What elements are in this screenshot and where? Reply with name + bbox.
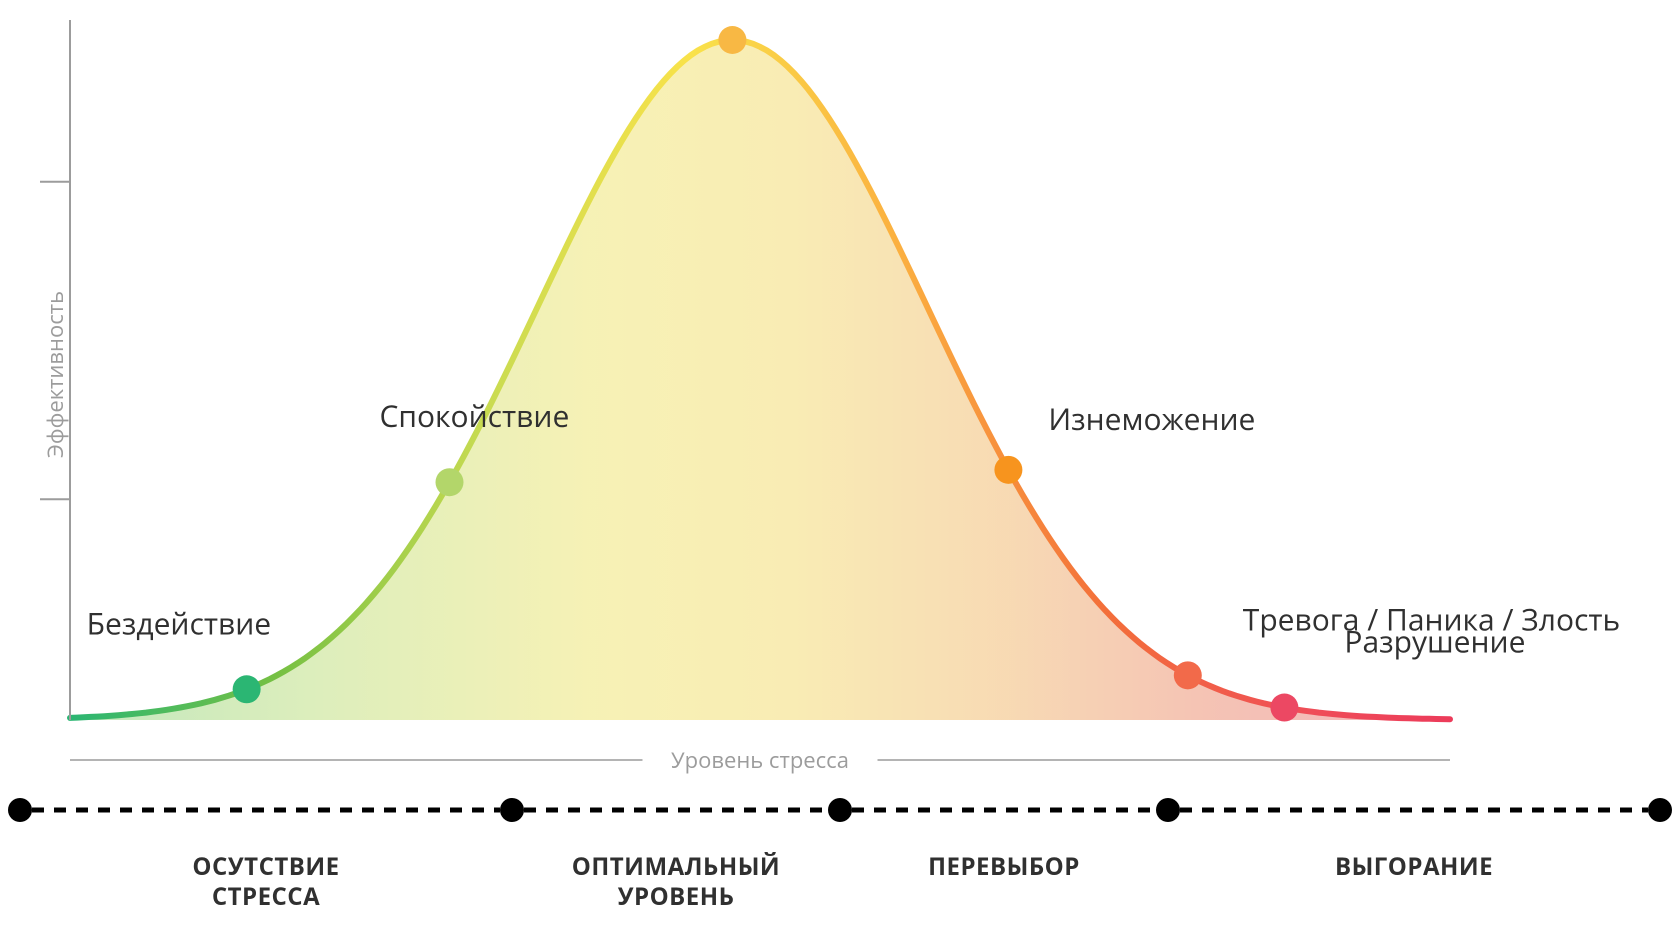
curve-point (1270, 694, 1298, 722)
chart-svg: Уровень стрессаБездействиеСпокойствиеУто… (0, 0, 1680, 938)
y-axis-label: Эффективность (40, 291, 70, 458)
timeline-dot (1156, 798, 1180, 822)
curve-point-label: Изнеможение (1048, 398, 1255, 439)
timeline-dot (8, 798, 32, 822)
curve-point (718, 26, 746, 54)
zone-label: ПЕРЕВЫБОР (928, 850, 1080, 883)
x-axis-label: Уровень стресса (671, 745, 849, 775)
stress-effectiveness-chart: Эффективность Уровень стресса Бездействие… (0, 0, 1680, 938)
zone-label: СТРЕССА (212, 880, 320, 913)
curve-point-label: Бездействие (87, 602, 272, 643)
curve-point (436, 468, 464, 496)
timeline-dot (500, 798, 524, 822)
zone-label: ОСУТСТВИЕ (192, 850, 339, 883)
curve-point-label: Разрушение (1344, 621, 1525, 662)
curve-point (233, 675, 261, 703)
zone-label: ВЫГОРАНИЕ (1335, 850, 1493, 883)
curve-point (1174, 661, 1202, 689)
timeline-dot (1648, 798, 1672, 822)
curve-point (994, 456, 1022, 484)
timeline-dot (828, 798, 852, 822)
zone-label: ОПТИМАЛЬНЫЙ (572, 850, 780, 883)
zone-label: УРОВЕНЬ (618, 880, 735, 913)
curve-point-label: Спокойствие (380, 395, 570, 436)
